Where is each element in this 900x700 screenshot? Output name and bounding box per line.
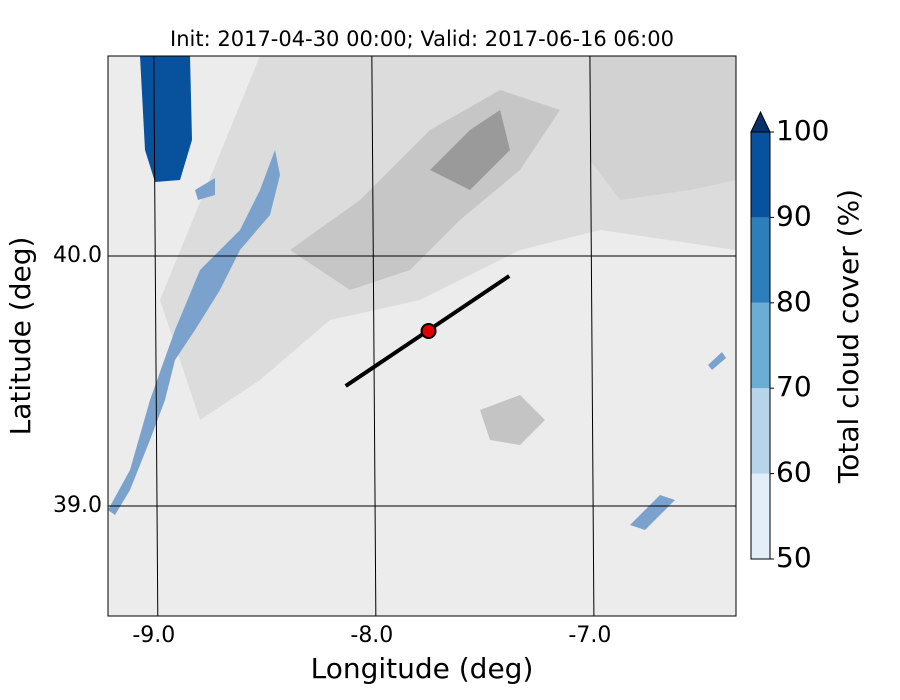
colorbar-tick-label: 50 (776, 541, 812, 574)
colorbar-tick-label: 90 (776, 199, 812, 232)
x-tick-label: -8.0 (350, 623, 393, 648)
terrain (480, 395, 545, 445)
cloud (108, 150, 280, 515)
colorbar-tick-label: 70 (776, 370, 812, 403)
colorbar-segment (751, 132, 770, 218)
colorbar-extend (750, 110, 771, 133)
colorbar-segment (751, 217, 770, 303)
colorbar-tick-label: 80 (776, 285, 812, 318)
y-axis-label: Latitude (deg) (4, 237, 37, 436)
grid-line (371, 56, 377, 616)
chart-title: Init: 2017-04-30 00:00; Valid: 2017-06-1… (170, 27, 674, 51)
map-frame (107, 55, 737, 617)
y-tick-label: 40.0 (53, 243, 102, 268)
colorbar-segment (751, 388, 770, 474)
terrain (430, 110, 510, 190)
location-point (420, 323, 437, 339)
colorbar-frame (750, 131, 771, 560)
cloud (630, 495, 675, 530)
terrain (590, 56, 736, 200)
cloud (140, 56, 192, 182)
colorbar-tick-label: 60 (776, 456, 812, 489)
cloud (708, 352, 726, 370)
colorbar-tick-label: 100 (776, 114, 829, 147)
grid-line (589, 56, 595, 616)
grid-line (153, 56, 159, 616)
y-tick-label: 39.0 (53, 493, 102, 518)
colorbar-segment (751, 302, 770, 389)
x-tick-label: -7.0 (568, 623, 611, 648)
colorbar-label: Total cloud cover (%) (832, 189, 865, 484)
x-axis-label: Longitude (deg) (311, 652, 534, 685)
map (108, 56, 736, 616)
cloud (195, 178, 215, 200)
colorbar-segment (751, 473, 770, 559)
x-tick-label: -9.0 (132, 623, 175, 648)
